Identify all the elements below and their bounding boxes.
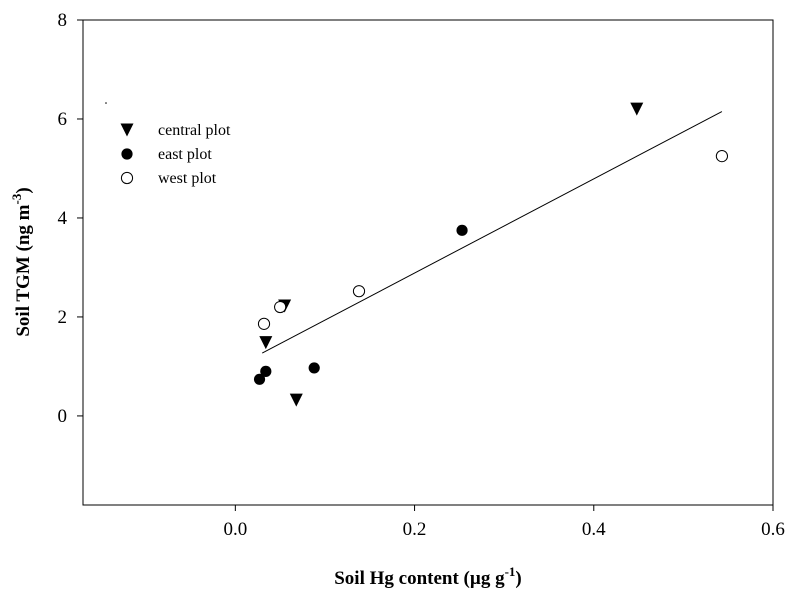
point-west-plot (352, 285, 366, 298)
y-tick-label: 6 (58, 109, 68, 130)
legend-marker-west-plot (120, 171, 134, 185)
plot-frame (82, 19, 774, 506)
point-west-plot (257, 317, 271, 330)
legend-label-west-plot: west plot (158, 170, 217, 187)
y-tick-label: 2 (58, 307, 68, 328)
point-west-plot (715, 149, 729, 163)
legend: central plot east plot west plot (120, 122, 231, 187)
x-tick-label: 0.0 (223, 519, 247, 540)
point-central-plot (289, 393, 303, 407)
y-tick-label: 8 (58, 10, 68, 31)
x-tick-label: 0.4 (582, 519, 606, 540)
x-tick-label: 0.2 (403, 519, 427, 540)
legend-marker-east-plot (121, 148, 133, 160)
x-tick-label: 0.6 (761, 519, 785, 540)
point-central-plot (630, 102, 644, 116)
y-axis-ticks: 0 2 4 6 8 (58, 10, 83, 427)
y-tick-label: 0 (58, 406, 68, 427)
point-east-plot (308, 362, 320, 374)
regression-line-path (261, 111, 723, 354)
point-east-plot (260, 365, 272, 377)
y-axis-title: Soil TGM (ng m-3) (9, 187, 34, 336)
legend-marker-central-plot (120, 123, 134, 137)
legend-label-central-plot: central plot (158, 122, 231, 139)
point-central-plot (259, 336, 273, 350)
point-west-plot (274, 300, 287, 314)
x-axis-title: Soil Hg content (µg g-1) (334, 564, 522, 589)
regression-line (261, 111, 723, 354)
legend-label-east-plot: east plot (158, 146, 212, 163)
point-east-plot (253, 373, 266, 385)
point-east-plot (456, 224, 468, 236)
stray-dot (105, 102, 107, 104)
x-axis-ticks: 0.0 0.2 0.4 0.6 (223, 505, 785, 540)
data-points (253, 102, 729, 407)
y-tick-label: 4 (58, 208, 68, 229)
